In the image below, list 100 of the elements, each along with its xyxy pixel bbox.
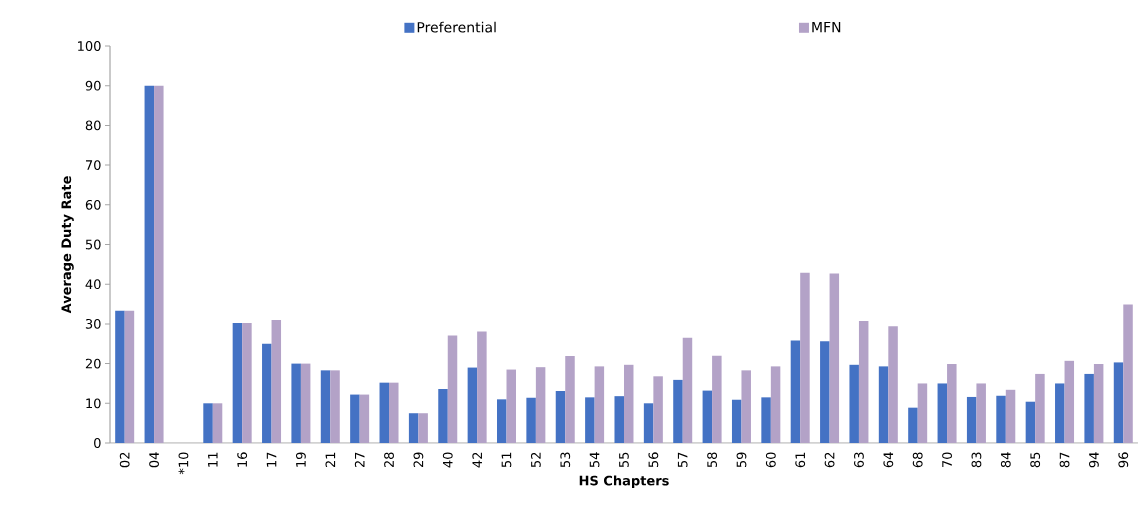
bar <box>242 323 252 443</box>
bar <box>1055 383 1065 443</box>
y-tick-label: 90 <box>85 80 101 91</box>
bar <box>917 383 928 443</box>
bar <box>594 366 605 443</box>
bar <box>144 85 155 443</box>
x-tick-label: 94 <box>1088 452 1099 468</box>
x-tick-label: 83 <box>971 452 982 468</box>
x-tick-label: 54 <box>589 452 600 468</box>
x-tick-label: 42 <box>472 452 482 468</box>
y-tick-label: 20 <box>85 358 101 369</box>
bar <box>359 394 370 443</box>
bar <box>1035 373 1045 443</box>
x-tick-label: 56 <box>648 452 659 468</box>
x-tick-label: 53 <box>560 452 571 468</box>
bar <box>379 382 390 443</box>
x-tick-label: 70 <box>942 452 952 468</box>
bar <box>849 364 859 443</box>
bar <box>526 397 536 443</box>
y-tick-label: 70 <box>85 160 101 171</box>
x-tick-label: 21 <box>325 452 336 468</box>
bar <box>1064 360 1075 443</box>
bar <box>829 273 840 443</box>
y-tick-label: 100 <box>78 41 101 51</box>
bar <box>947 364 957 443</box>
bar <box>497 399 507 443</box>
bar <box>300 363 311 443</box>
bar <box>908 407 918 443</box>
x-tick-label: 04 <box>149 452 159 468</box>
bar <box>477 331 487 443</box>
bar <box>966 396 977 443</box>
x-tick-label: 40 <box>442 452 453 468</box>
bar <box>996 395 1006 443</box>
x-tick-label: 60 <box>765 452 776 468</box>
bar <box>203 403 213 443</box>
bar <box>438 389 448 443</box>
x-axis-title: HS Chapters <box>579 475 669 489</box>
bar <box>800 272 810 443</box>
bar <box>1123 304 1133 443</box>
bar <box>761 397 771 443</box>
bar <box>888 326 898 443</box>
x-tick-label: 11 <box>208 452 218 467</box>
bar <box>232 323 243 443</box>
x-tick-label: 51 <box>501 452 512 468</box>
x-tick-label: 19 <box>296 452 306 467</box>
bar <box>350 394 360 443</box>
y-tick-label: 10 <box>86 398 101 409</box>
bar <box>115 310 125 443</box>
bar <box>212 403 223 443</box>
x-tick-label: 64 <box>883 452 894 468</box>
bar <box>408 413 419 443</box>
bar <box>320 370 331 443</box>
bar <box>330 370 340 443</box>
bar <box>535 367 546 443</box>
x-tick-label: 02 <box>119 452 130 468</box>
bar <box>1113 362 1124 443</box>
bar <box>1084 373 1094 443</box>
bar <box>555 390 566 443</box>
bar <box>712 355 722 443</box>
bar <box>585 397 595 443</box>
bar <box>565 356 575 443</box>
x-tick-label: 16 <box>237 452 248 467</box>
x-tick-label: 59 <box>736 452 747 468</box>
x-tick-label: 57 <box>677 452 688 468</box>
x-tick-label: 68 <box>912 452 923 468</box>
bar <box>653 376 663 443</box>
y-tick-label: 30 <box>85 318 101 329</box>
bar <box>673 379 683 443</box>
bar <box>124 310 135 443</box>
bar <box>741 370 751 443</box>
bar <box>702 390 713 443</box>
bar <box>858 321 869 443</box>
bar <box>506 369 516 443</box>
bar <box>154 85 164 443</box>
bar <box>271 319 282 443</box>
legend-label: MFN <box>812 21 841 33</box>
bar <box>643 403 654 443</box>
bar <box>820 341 830 443</box>
y-tick-label: 0 <box>94 438 101 448</box>
x-tick-label: 29 <box>413 452 424 468</box>
bar <box>976 383 986 443</box>
y-tick-label: 80 <box>85 120 101 131</box>
bar <box>937 383 948 443</box>
x-tick-label: 27 <box>354 452 365 468</box>
bar <box>447 335 458 443</box>
legend-label: Preferential <box>417 21 496 33</box>
bar <box>878 366 889 443</box>
x-tick-label: 62 <box>824 452 835 468</box>
bar <box>770 366 781 443</box>
bar <box>682 337 693 443</box>
y-tick-label: 50 <box>85 239 101 250</box>
x-tick-label: 87 <box>1059 452 1070 468</box>
bar <box>291 363 301 443</box>
bar <box>418 413 428 443</box>
x-tick-label: 85 <box>1030 452 1041 468</box>
bar <box>623 364 634 443</box>
x-tick-label: 96 <box>1118 452 1129 468</box>
x-tick-label: 28 <box>384 452 394 468</box>
x-tick-label: 63 <box>854 452 864 468</box>
x-tick-label: *10 <box>178 452 189 475</box>
